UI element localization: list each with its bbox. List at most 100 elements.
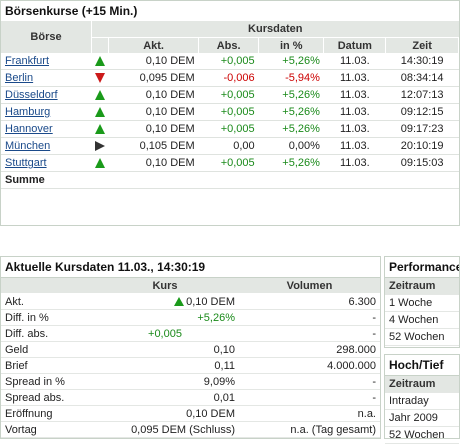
trend-up-arrow-icon [95, 158, 105, 169]
exchange-link[interactable]: Hamburg [5, 106, 51, 118]
zeitraum-row: 52 Wochen [385, 328, 459, 346]
zeitraum-row: Intraday [385, 392, 459, 410]
cell-abs: +0,005 [198, 154, 259, 172]
performance-panel: Performance Zeitraum 1 Woche 4 Wochen 52 W… [384, 256, 460, 348]
zeitraum-row: 52 Wochen [385, 426, 459, 444]
row-label: Eröffnung [1, 405, 91, 422]
volumen-value: - [239, 373, 380, 390]
row-label: Diff. abs. [1, 325, 91, 342]
exchange-row: München 0,105 DEM 0,00 0,00% 11.03. 20:10:19 [1, 137, 459, 155]
cell-abs: -0,006 [198, 69, 259, 87]
volumen-value: - [239, 389, 380, 406]
zeitraum-label: 52 Wochen [385, 328, 459, 346]
col-kurs: Kurs [91, 278, 239, 294]
kurs-value: +0,005 [148, 327, 182, 340]
exchange-link[interactable]: Hannover [5, 123, 53, 135]
performance-table: Zeitraum 1 Woche 4 Wochen 52 Wochen [385, 278, 459, 346]
cell-akt: 0,105 DEM [108, 137, 199, 155]
exchange-link[interactable]: Düsseldorf [5, 89, 58, 101]
kurs-value: 0,10 DEM [186, 407, 235, 420]
row-label: Spread in % [1, 373, 91, 390]
volumen-value: n.a. [239, 405, 380, 422]
kurs-value: 9,09% [203, 375, 235, 388]
kursdaten-row: Diff. in % +5,26% - [1, 309, 380, 326]
exchange-link[interactable]: Frankfurt [5, 55, 50, 67]
exchange-row: Hamburg 0,10 DEM +0,005 +5,26% 11.03. 09:12:1… [1, 103, 459, 121]
row-label: Vortag [1, 421, 91, 438]
col-datum: Datum [323, 37, 387, 53]
exchange-link[interactable]: München [5, 140, 51, 152]
boersenkurse-table: Börse Kursdaten Akt. Abs. in % Datum Zei… [1, 21, 459, 189]
exchange-row: Berlin 0,095 DEM -0,006 -5,94% 11.03. 08:34:1… [1, 69, 459, 87]
cell-akt: 0,10 DEM [108, 120, 199, 138]
aktuelle-kursdaten-title: Aktuelle Kursdaten 11.03., 14:30:19 [1, 257, 380, 278]
cell-akt: 0,10 DEM [108, 53, 199, 70]
kursdaten-row: Eröffnung 0,10 DEM n.a. [1, 405, 380, 422]
cell-zeit: 09:15:03 [385, 154, 459, 172]
trend-up-arrow-icon [95, 124, 105, 135]
trend-up-arrow-icon [95, 56, 105, 67]
aktuelle-kursdaten-table: Kurs Volumen Akt. 0,10 DEM 6.300 Diff. in %… [1, 278, 380, 438]
cell-abs: +0,005 [198, 120, 259, 138]
cell-datum: 11.03. [323, 120, 386, 138]
exchange-row: Stuttgart 0,10 DEM +0,005 +5,26% 11.03. 09:15… [1, 154, 459, 172]
cell-akt: 0,10 DEM [108, 86, 199, 104]
trend-right-arrow-icon [95, 141, 105, 152]
col-trend [91, 37, 109, 53]
cell-pct: +5,26% [258, 53, 324, 70]
cell-datum: 11.03. [323, 69, 386, 87]
cell-zeit: 09:12:15 [385, 103, 459, 121]
cell-abs: 0,00 [198, 137, 259, 155]
cell-pct: +5,26% [258, 120, 324, 138]
cell-zeit: 09:17:23 [385, 120, 459, 138]
zeitraum-row: 4 Wochen [385, 311, 459, 329]
exchange-row: Hannover 0,10 DEM +0,005 +5,26% 11.03. 09:17:… [1, 120, 459, 138]
kurs-value: 0,10 DEM [186, 295, 235, 308]
cell-pct: -5,94% [258, 69, 324, 87]
kursdaten-row: Spread in % 9,09% - [1, 373, 380, 390]
cell-akt: 0,095 DEM [108, 69, 199, 87]
kurs-value: 0,01 [213, 391, 235, 404]
cell-pct: +5,26% [258, 103, 324, 121]
zeitraum-label: Jahr 2009 [385, 409, 459, 427]
zeitraum-label: 4 Wochen [385, 311, 459, 329]
zeitraum-row: 1 Woche [385, 294, 459, 312]
cell-akt: 0,10 DEM [108, 154, 199, 172]
kursdaten-row: Geld 0,10 298.000 [1, 341, 380, 358]
zeitraum-label: 1 Woche [385, 294, 459, 312]
cell-akt: 0,10 DEM [108, 103, 199, 121]
zeitraum-label: 52 Wochen [385, 426, 459, 444]
sum-label: Summe [1, 171, 92, 189]
zeitraum-row: Jahr 2009 [385, 409, 459, 427]
kurs-value: 0,095 DEM (Schluss) [131, 423, 235, 436]
row-label: Akt. [1, 293, 91, 310]
volumen-value: 298.000 [239, 341, 380, 358]
cell-abs: +0,005 [198, 53, 259, 70]
trend-up-arrow-icon [95, 107, 105, 118]
cell-datum: 11.03. [323, 137, 386, 155]
kursdaten-row: Diff. abs. +0,005 - [1, 325, 380, 342]
boersenkurse-title: Börsenkurse (+15 Min.) [1, 1, 459, 22]
row-label: Geld [1, 341, 91, 358]
kurs-value: 0,10 [213, 343, 235, 356]
cell-zeit: 12:07:13 [385, 86, 459, 104]
cell-pct: +5,26% [258, 86, 324, 104]
col-zeitraum: Zeitraum [385, 278, 459, 295]
boersenkurse-panel: Börsenkurse (+15 Min.) Börse Kursdaten A… [0, 0, 460, 226]
volumen-value: - [239, 325, 380, 342]
exchange-link[interactable]: Stuttgart [5, 157, 47, 169]
kursdaten-row: Brief 0,11 4.000.000 [1, 357, 380, 374]
col-volumen: Volumen [239, 278, 380, 294]
trend-up-arrow-icon [95, 90, 105, 101]
kursdaten-row: Akt. 0,10 DEM 6.300 [1, 293, 380, 310]
exchange-link[interactable]: Berlin [5, 72, 34, 84]
cell-abs: +0,005 [198, 103, 259, 121]
col-zeitraum: Zeitraum [385, 376, 459, 393]
trend-up-arrow-icon [174, 297, 185, 307]
kursdaten-row: Spread abs. 0,01- [1, 389, 380, 406]
volumen-value: 4.000.000 [239, 357, 380, 374]
cell-datum: 11.03. [323, 103, 386, 121]
cell-datum: 11.03. [323, 154, 386, 172]
volumen-value: - [239, 309, 380, 326]
volumen-value: 6.300 [239, 293, 380, 310]
